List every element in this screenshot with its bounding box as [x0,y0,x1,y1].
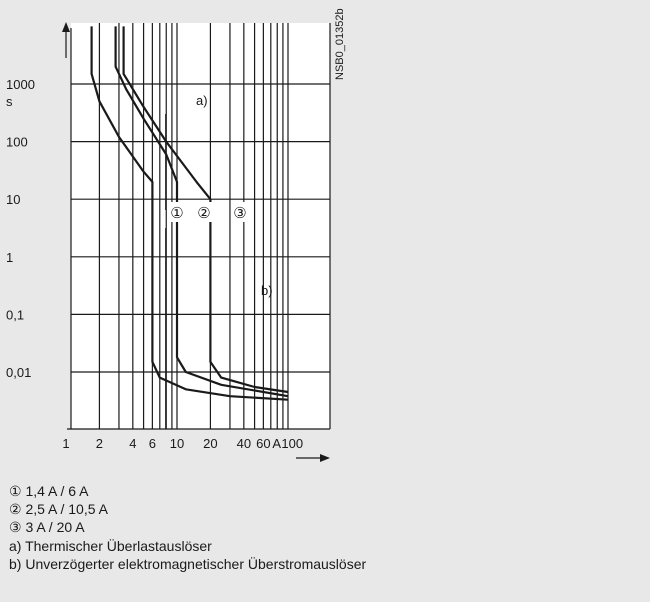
x-arrow-head [320,454,330,462]
region-label-a: a) [196,93,208,108]
y-tick-label: 1 [6,250,13,265]
curve-marker-bg [195,202,213,222]
x-tick-label: 2 [96,436,103,451]
x-unit-label: A [272,436,281,451]
region-label-b: b) [261,283,273,298]
legend-item-2: ② 2,5 A / 10,5 A [9,501,108,518]
x-tick-label: 1 [62,436,69,451]
x-tick-label: 10 [170,436,184,451]
legend-item-a: a) Thermischer Überlastauslöser [9,537,212,554]
curve-marker-2: ② [197,205,210,222]
legend-item-1: ① 1,4 A / 6 A [9,483,89,499]
curve-marker-bg [168,202,186,222]
curve-marker-1: ① [170,205,183,222]
curve-3 [122,26,289,394]
x-tick-label: 20 [203,436,217,451]
y-tick-label: 100 [6,135,28,150]
plot-area [71,23,330,429]
x-tick-label: 6 [149,436,156,451]
curve-marker-3: ③ [233,205,246,222]
y-arrow-head [62,22,70,32]
figure-code-label: NSB0_01352b [334,8,346,80]
x-tick-label: 60 [256,436,270,451]
x-tick-label: 40 [237,436,251,451]
legend-item-3: ③ 3 A / 20 A [9,519,85,536]
y-tick-label: 0,01 [6,365,31,380]
legend-item-b: b) Unverzögerter elektromagnetischer Übe… [9,555,367,572]
y-tick-label: 0,1 [6,307,24,322]
legend: ① 1,4 A / 6 A ② 2,5 A / 10,5 A ③ 3 A / 2… [9,482,366,573]
y-unit-label: s [6,94,13,109]
x-tick-label-100: 100 [281,436,303,451]
curve-marker-bg [231,202,249,222]
curve-1 [90,26,289,401]
y-tick-label: 10 [6,192,20,207]
y-tick-label: 1000 [6,77,35,92]
x-tick-label: 4 [129,436,136,451]
curve-2 [114,26,289,398]
